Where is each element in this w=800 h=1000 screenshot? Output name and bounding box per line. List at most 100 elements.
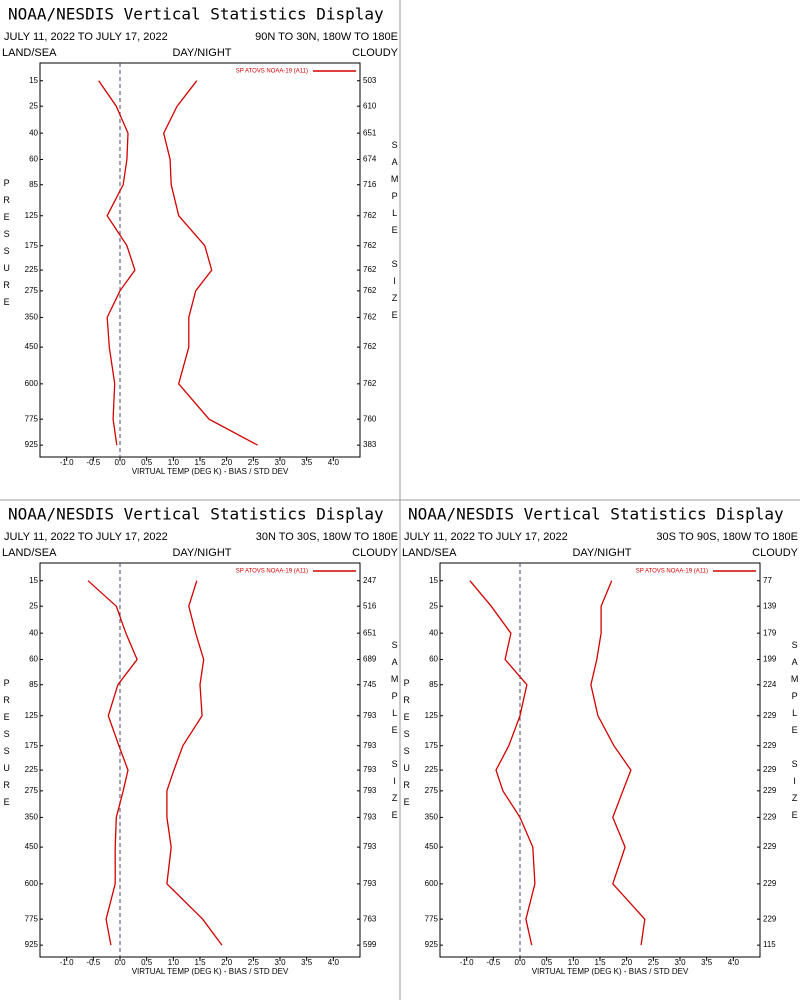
y-tick-label: 15 — [429, 576, 438, 585]
y-tick-label: 275 — [25, 286, 39, 295]
y-tick-label: 125 — [25, 211, 39, 220]
y-tick-label: 925 — [25, 440, 39, 449]
x-tick-label: 2.5 — [248, 958, 260, 967]
bias-line — [98, 80, 136, 446]
day-night: DAY/NIGHT — [172, 47, 231, 59]
sample-size: 229 — [763, 741, 777, 750]
sample-size: 674 — [363, 155, 377, 164]
title: NOAA/NESDIS Vertical Statistics Display — [8, 505, 384, 524]
sample-size: 651 — [363, 628, 377, 637]
y-axis-label: PRESSURE — [2, 178, 12, 314]
land-sea: LAND/SEA — [2, 547, 57, 559]
land-sea: LAND/SEA — [402, 547, 457, 559]
sample-size: 762 — [363, 241, 377, 250]
bias-line — [469, 580, 536, 946]
sample-size: 77 — [763, 576, 772, 585]
title: NOAA/NESDIS Vertical Statistics Display — [8, 5, 384, 24]
y-tick-label: 125 — [25, 711, 39, 720]
bias-line — [87, 580, 138, 946]
x-tick-label: 4.0 — [328, 958, 340, 967]
std-dev-line — [590, 580, 646, 946]
x-tick-label: 3.0 — [274, 458, 286, 467]
x-tick-label: 1.5 — [194, 458, 206, 467]
x-tick-label: 1.0 — [168, 458, 180, 467]
x-tick-label: 3.5 — [301, 458, 313, 467]
date-range: JULY 11, 2022 TO JULY 17, 2022 — [4, 531, 168, 543]
y-tick-label: 450 — [425, 842, 439, 851]
sample-size: 179 — [763, 628, 777, 637]
sample-size: 793 — [363, 813, 377, 822]
y-tick-label: 85 — [29, 180, 38, 189]
y-tick-label: 15 — [29, 576, 38, 585]
y2-axis-label: SAMPLE SIZE — [390, 140, 400, 327]
x-tick-label: 2.0 — [221, 958, 233, 967]
region: 30S TO 90S, 180W TO 180E — [656, 531, 798, 543]
y2-axis-label: SAMPLE SIZE — [390, 640, 400, 827]
cloudy: CLOUDY — [352, 47, 399, 59]
sample-size: 229 — [763, 879, 777, 888]
sample-size: 793 — [363, 879, 377, 888]
x-tick-label: -1.0 — [60, 458, 74, 467]
sample-size: 762 — [363, 286, 377, 295]
day-night: DAY/NIGHT — [572, 547, 631, 559]
plot-frame — [39, 62, 361, 458]
y-tick-label: 600 — [25, 379, 39, 388]
sample-size: 651 — [363, 128, 377, 137]
x-tick-label: 1.0 — [568, 958, 580, 967]
y-tick-label: 450 — [25, 342, 39, 351]
y-tick-label: 775 — [425, 914, 439, 923]
x-tick-label: 0.5 — [541, 958, 553, 967]
y2-axis-label: SAMPLE SIZE — [790, 640, 800, 827]
y-tick-label: 350 — [25, 813, 39, 822]
y-tick-label: 350 — [425, 813, 439, 822]
y-tick-label: 60 — [29, 655, 38, 664]
x-tick-label: 3.5 — [701, 958, 713, 967]
panel: NOAA/NESDIS Vertical Statistics Display J… — [2, 505, 400, 977]
sample-size: 762 — [363, 342, 377, 351]
y-tick-label: 925 — [25, 940, 39, 949]
sample-size: 610 — [363, 101, 377, 110]
sample-size: 762 — [363, 313, 377, 322]
sample-size: 516 — [363, 601, 377, 610]
legend-label: SP ATOVS NOAA-19 (A11) — [236, 69, 308, 75]
y-tick-label: 275 — [25, 786, 39, 795]
region: 30N TO 30S, 180W TO 180E — [256, 531, 398, 543]
y-tick-label: 225 — [425, 765, 439, 774]
x-tick-label: -1.0 — [460, 958, 474, 967]
std-dev-line — [163, 80, 258, 446]
y-tick-label: 450 — [25, 842, 39, 851]
sample-size: 762 — [363, 379, 377, 388]
y-tick-label: 25 — [29, 601, 38, 610]
plot-frame — [39, 562, 361, 958]
x-tick-label: 2.0 — [621, 958, 633, 967]
sample-size: 139 — [763, 601, 777, 610]
x-tick-label: 3.0 — [674, 958, 686, 967]
sample-size: 763 — [363, 914, 377, 923]
x-tick-label: -1.0 — [60, 958, 74, 967]
sample-size: 793 — [363, 765, 377, 774]
x-tick-label: -0.5 — [86, 458, 100, 467]
x-tick-label: 1.5 — [594, 958, 606, 967]
x-tick-label: 0.5 — [141, 458, 153, 467]
plot-frame — [439, 562, 761, 958]
x-tick-label: 1.5 — [194, 958, 206, 967]
y-tick-label: 775 — [25, 914, 39, 923]
x-axis-label: VIRTUAL TEMP (DEG K) - BIAS / STD DEV — [132, 967, 289, 976]
x-tick-label: 0.5 — [141, 958, 153, 967]
x-tick-label: 4.0 — [728, 958, 740, 967]
sample-size: 599 — [363, 940, 377, 949]
cloudy: CLOUDY — [352, 547, 399, 559]
x-tick-label: 2.5 — [248, 458, 260, 467]
y-tick-label: 125 — [425, 711, 439, 720]
sample-size: 793 — [363, 786, 377, 795]
land-sea: LAND/SEA — [2, 47, 57, 59]
y-tick-label: 25 — [29, 101, 38, 110]
y-tick-label: 40 — [429, 628, 438, 637]
y-tick-label: 85 — [429, 680, 438, 689]
y-tick-label: 225 — [25, 265, 39, 274]
x-tick-label: 2.0 — [221, 458, 233, 467]
panel: NOAA/NESDIS Vertical Statistics Display J… — [2, 5, 400, 477]
y-tick-label: 25 — [429, 601, 438, 610]
x-axis-label: VIRTUAL TEMP (DEG K) - BIAS / STD DEV — [132, 467, 289, 476]
y-tick-label: 600 — [425, 879, 439, 888]
